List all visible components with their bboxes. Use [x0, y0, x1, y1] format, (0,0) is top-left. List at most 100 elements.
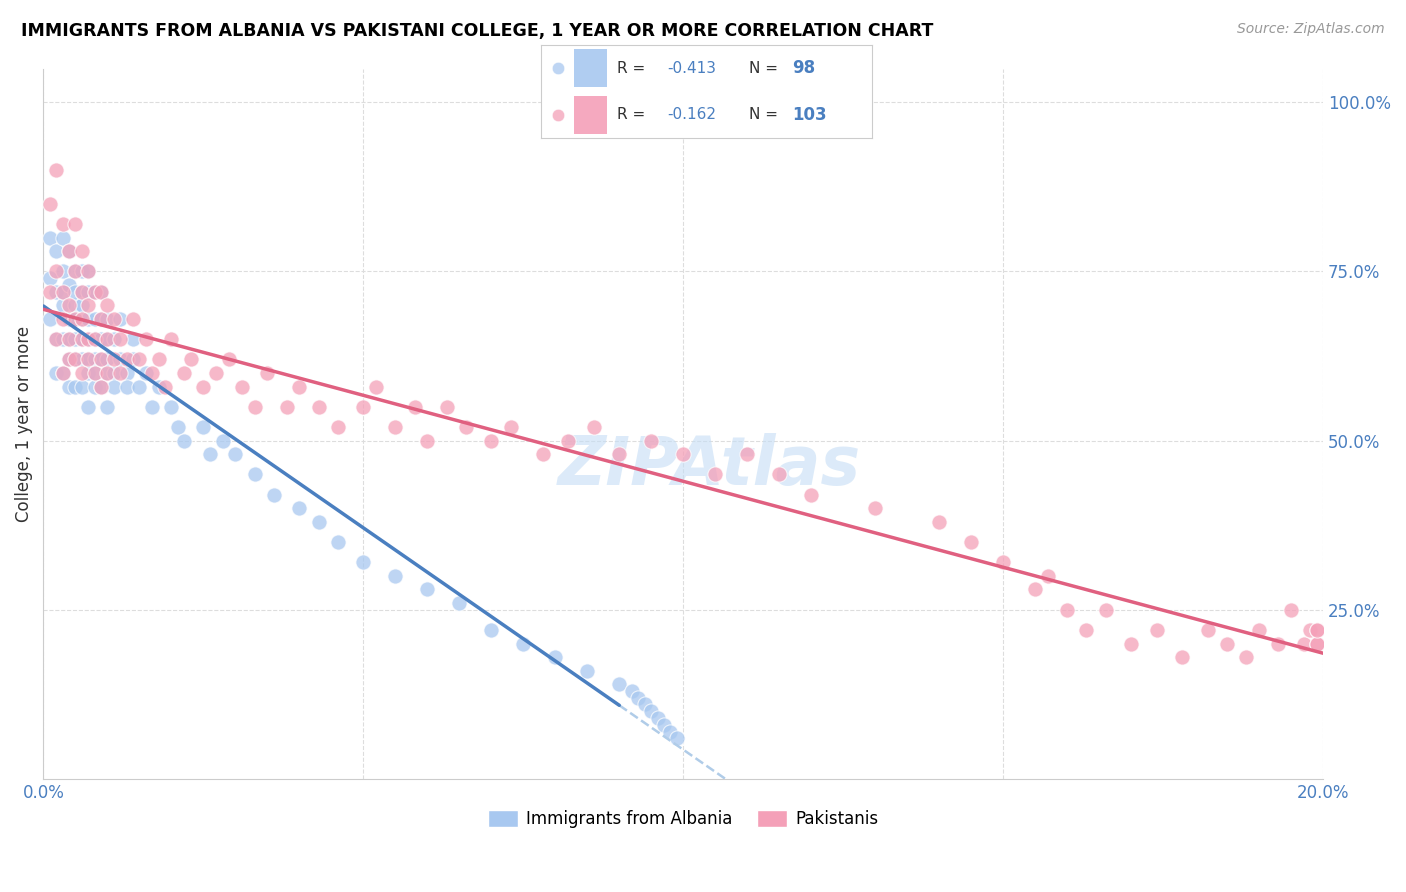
Point — [77, 264, 100, 278]
Point — [70, 379, 93, 393]
Point — [135, 366, 157, 380]
Point — [96, 352, 118, 367]
Text: -0.162: -0.162 — [666, 107, 716, 122]
Point — [83, 332, 105, 346]
Point — [352, 400, 374, 414]
Point — [479, 623, 502, 637]
Text: ZIPAtlas: ZIPAtlas — [557, 434, 860, 500]
Point — [83, 285, 105, 299]
Point — [65, 264, 87, 278]
Point — [1216, 637, 1239, 651]
Point — [735, 447, 758, 461]
Point — [607, 447, 630, 461]
Point — [231, 379, 253, 393]
Point — [416, 434, 439, 448]
Point — [65, 379, 87, 393]
Point — [352, 556, 374, 570]
Point — [83, 366, 105, 380]
Point — [90, 332, 112, 346]
Point — [607, 677, 630, 691]
Point — [243, 467, 266, 482]
Point — [193, 379, 215, 393]
Point — [103, 352, 125, 367]
Point — [77, 332, 100, 346]
Legend: Immigrants from Albania, Pakistanis: Immigrants from Albania, Pakistanis — [481, 803, 886, 835]
Point — [122, 332, 145, 346]
Point — [90, 379, 112, 393]
Point — [70, 285, 93, 299]
Point — [96, 400, 118, 414]
Point — [308, 515, 330, 529]
Point — [366, 379, 388, 393]
Point — [634, 698, 657, 712]
Point — [384, 569, 406, 583]
Point — [960, 535, 983, 549]
Point — [65, 311, 87, 326]
Point — [928, 515, 950, 529]
Point — [557, 434, 579, 448]
Point — [800, 488, 823, 502]
FancyBboxPatch shape — [575, 96, 607, 134]
Point — [38, 197, 60, 211]
Point — [70, 366, 93, 380]
Point — [65, 298, 87, 312]
Point — [96, 311, 118, 326]
Point — [90, 352, 112, 367]
Point — [103, 311, 125, 326]
Point — [45, 244, 67, 259]
Point — [58, 298, 80, 312]
Text: N =: N = — [749, 107, 783, 122]
Point — [173, 366, 195, 380]
Point — [547, 108, 569, 122]
Point — [148, 352, 170, 367]
Point — [243, 400, 266, 414]
Point — [108, 352, 131, 367]
Point — [70, 285, 93, 299]
Point — [288, 501, 311, 516]
Point — [52, 366, 75, 380]
Point — [768, 467, 790, 482]
Point — [90, 285, 112, 299]
Point — [45, 332, 67, 346]
Point — [70, 311, 93, 326]
Point — [58, 244, 80, 259]
Point — [58, 278, 80, 293]
Point — [52, 230, 75, 244]
Point — [665, 731, 688, 746]
Point — [1306, 623, 1329, 637]
Point — [108, 311, 131, 326]
Point — [640, 434, 662, 448]
Text: R =: R = — [617, 107, 651, 122]
Point — [499, 420, 522, 434]
Point — [582, 420, 605, 434]
Point — [544, 650, 567, 665]
Point — [1279, 603, 1302, 617]
Point — [659, 724, 682, 739]
Point — [52, 332, 75, 346]
Point — [103, 366, 125, 380]
Point — [96, 366, 118, 380]
Point — [52, 311, 75, 326]
Text: 103: 103 — [793, 106, 827, 124]
Point — [1146, 623, 1168, 637]
Point — [65, 264, 87, 278]
Point — [77, 264, 100, 278]
Point — [326, 420, 349, 434]
Point — [576, 664, 599, 678]
Point — [1171, 650, 1194, 665]
Point — [173, 434, 195, 448]
Point — [103, 332, 125, 346]
Point — [96, 332, 118, 346]
Point — [96, 366, 118, 380]
Point — [83, 285, 105, 299]
Point — [70, 332, 93, 346]
Point — [1292, 637, 1315, 651]
Point — [1197, 623, 1219, 637]
Point — [224, 447, 246, 461]
Point — [90, 352, 112, 367]
Point — [288, 379, 311, 393]
Point — [58, 311, 80, 326]
Point — [103, 379, 125, 393]
Point — [1306, 637, 1329, 651]
Point — [384, 420, 406, 434]
